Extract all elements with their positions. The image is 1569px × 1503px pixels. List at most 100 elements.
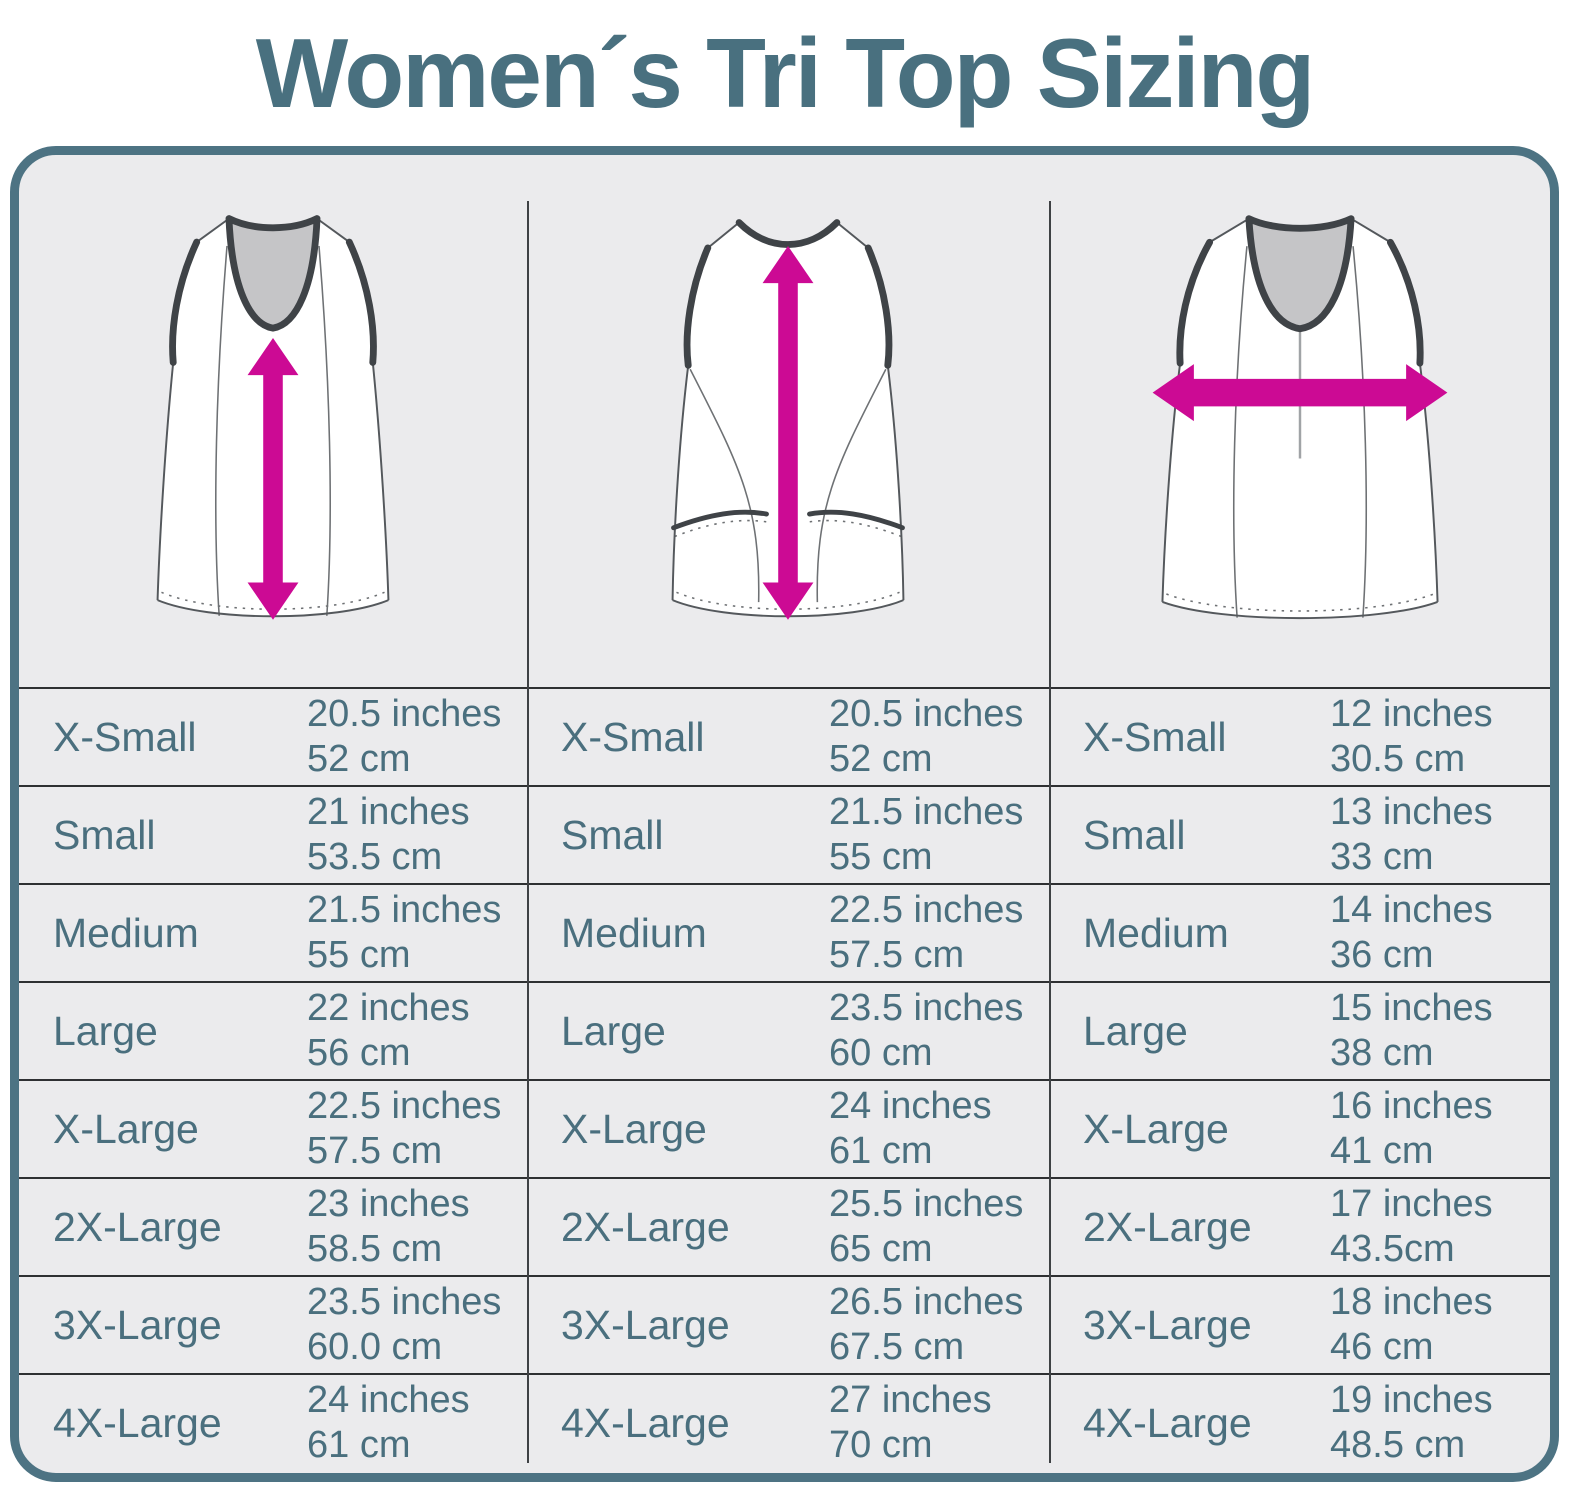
size-values: 13 inches 33 cm bbox=[1330, 790, 1540, 880]
columns-container: X-Small 20.5 inches 52 cm Small 21 inches 53.… bbox=[19, 155, 1550, 1473]
armhole-trim bbox=[169, 238, 377, 366]
tri-top-back-diagram bbox=[671, 219, 905, 620]
size-values: 24 inches 61 cm bbox=[307, 1378, 517, 1468]
column-back-length: X-Small 20.5 inches 52 cm Small 21.5 inches 5… bbox=[527, 155, 1049, 1473]
tri-top-front-diagram bbox=[156, 215, 390, 620]
cm-value: 52 cm bbox=[829, 738, 933, 780]
inches-value: 12 inches bbox=[1330, 693, 1493, 735]
column-divider bbox=[527, 201, 529, 1463]
size-row: 2X-Large 23 inches 58.5 cm bbox=[19, 1177, 527, 1275]
size-label: 2X-Large bbox=[53, 1203, 222, 1250]
size-label: 4X-Large bbox=[561, 1399, 730, 1446]
inches-value: 15 inches bbox=[1330, 987, 1493, 1029]
size-row: Medium 14 inches 36 cm bbox=[1049, 883, 1550, 981]
size-label: Medium bbox=[1083, 909, 1229, 956]
pocket-top-trim bbox=[671, 509, 905, 531]
inches-value: 23.5 inches bbox=[307, 1281, 502, 1323]
inches-value: 24 inches bbox=[307, 1379, 470, 1421]
inches-value: 27 inches bbox=[829, 1379, 992, 1421]
size-label: Small bbox=[53, 811, 156, 858]
size-row: X-Large 24 inches 61 cm bbox=[527, 1079, 1049, 1177]
size-values: 18 inches 46 cm bbox=[1330, 1280, 1540, 1370]
princess-seam-lines bbox=[1232, 246, 1367, 618]
inches-value: 24 inches bbox=[829, 1085, 992, 1127]
inches-value: 19 inches bbox=[1330, 1379, 1493, 1421]
size-values: 23.5 inches 60.0 cm bbox=[307, 1280, 517, 1370]
inches-value: 13 inches bbox=[1330, 791, 1493, 833]
size-row: Medium 22.5 inches 57.5 cm bbox=[527, 883, 1049, 981]
size-row: Large 22 inches 56 cm bbox=[19, 981, 527, 1079]
size-values: 21.5 inches 55 cm bbox=[307, 888, 517, 978]
cm-value: 30.5 cm bbox=[1330, 738, 1466, 780]
neck-inset bbox=[1248, 218, 1351, 329]
inches-value: 21 inches bbox=[307, 791, 470, 833]
size-label: Large bbox=[1083, 1007, 1188, 1054]
princess-seam-lines bbox=[215, 245, 331, 616]
size-row: X-Small 20.5 inches 52 cm bbox=[527, 687, 1049, 785]
back-length-table: X-Small 20.5 inches 52 cm Small 21.5 inches 5… bbox=[527, 687, 1049, 1471]
size-label: 2X-Large bbox=[561, 1203, 730, 1250]
inches-value: 16 inches bbox=[1330, 1085, 1493, 1127]
sizing-panel: X-Small 20.5 inches 52 cm Small 21 inches 53.… bbox=[10, 146, 1559, 1482]
cm-value: 33 cm bbox=[1330, 836, 1434, 878]
size-row: 4X-Large 19 inches 48.5 cm bbox=[1049, 1373, 1550, 1471]
size-values: 15 inches 38 cm bbox=[1330, 986, 1540, 1076]
size-values: 25.5 inches 65 cm bbox=[829, 1182, 1039, 1272]
size-values: 14 inches 36 cm bbox=[1330, 888, 1540, 978]
size-label: Large bbox=[53, 1007, 158, 1054]
size-values: 19 inches 48.5 cm bbox=[1330, 1378, 1540, 1468]
size-values: 17 inches 43.5cm bbox=[1330, 1182, 1540, 1272]
garment-back-illustration bbox=[527, 155, 1049, 687]
neckline-trim bbox=[1244, 215, 1355, 333]
inches-value: 14 inches bbox=[1330, 889, 1493, 931]
size-row: X-Small 12 inches 30.5 cm bbox=[1049, 687, 1550, 785]
size-label: 3X-Large bbox=[1083, 1301, 1252, 1348]
inches-value: 23.5 inches bbox=[829, 987, 1024, 1029]
cm-value: 41 cm bbox=[1330, 1130, 1434, 1172]
garment-front-illustration bbox=[19, 155, 527, 687]
cm-value: 55 cm bbox=[307, 934, 411, 976]
size-row: 2X-Large 25.5 inches 65 cm bbox=[527, 1177, 1049, 1275]
cm-value: 60 cm bbox=[829, 1032, 933, 1074]
cm-value: 48.5 cm bbox=[1330, 1424, 1466, 1466]
size-label: 3X-Large bbox=[53, 1301, 222, 1348]
garment-front-zip-illustration bbox=[1049, 155, 1550, 687]
size-label: 2X-Large bbox=[1083, 1203, 1252, 1250]
inches-value: 22.5 inches bbox=[829, 889, 1024, 931]
size-row: 4X-Large 27 inches 70 cm bbox=[527, 1373, 1049, 1471]
size-values: 26.5 inches 67.5 cm bbox=[829, 1280, 1039, 1370]
cm-value: 43.5cm bbox=[1330, 1228, 1455, 1270]
size-label: 4X-Large bbox=[1083, 1399, 1252, 1446]
page-title: Women´s Tri Top Sizing bbox=[255, 17, 1316, 128]
inches-value: 17 inches bbox=[1330, 1183, 1493, 1225]
size-label: X-Large bbox=[1083, 1105, 1229, 1152]
cm-value: 52 cm bbox=[307, 738, 411, 780]
size-label: X-Large bbox=[561, 1105, 707, 1152]
size-values: 20.5 inches 52 cm bbox=[307, 692, 517, 782]
size-values: 12 inches 30.5 cm bbox=[1330, 692, 1540, 782]
pocket-stitch-lines bbox=[674, 519, 902, 610]
cm-value: 55 cm bbox=[829, 836, 933, 878]
column-divider bbox=[1049, 201, 1051, 1463]
size-row: 3X-Large 26.5 inches 67.5 cm bbox=[527, 1275, 1049, 1373]
inches-value: 22 inches bbox=[307, 987, 470, 1029]
size-row: X-Small 20.5 inches 52 cm bbox=[19, 687, 527, 785]
size-values: 21 inches 53.5 cm bbox=[307, 790, 517, 880]
size-values: 23.5 inches 60 cm bbox=[829, 986, 1039, 1076]
size-label: X-Small bbox=[1083, 713, 1227, 760]
inches-value: 20.5 inches bbox=[307, 693, 502, 735]
column-front-length: X-Small 20.5 inches 52 cm Small 21 inches 53.… bbox=[19, 155, 527, 1473]
cm-value: 61 cm bbox=[829, 1130, 933, 1172]
size-values: 23 inches 58.5 cm bbox=[307, 1182, 517, 1272]
cm-value: 36 cm bbox=[1330, 934, 1434, 976]
front-length-arrow bbox=[247, 337, 299, 620]
size-row: X-Large 16 inches 41 cm bbox=[1049, 1079, 1550, 1177]
size-row: Large 15 inches 38 cm bbox=[1049, 981, 1550, 1079]
size-values: 21.5 inches 55 cm bbox=[829, 790, 1039, 880]
inches-value: 23 inches bbox=[307, 1183, 470, 1225]
tri-top-front-zip-diagram bbox=[1152, 215, 1447, 620]
chest-width-arrow bbox=[1152, 364, 1447, 422]
size-row: Small 21 inches 53.5 cm bbox=[19, 785, 527, 883]
size-values: 22.5 inches 57.5 cm bbox=[307, 1084, 517, 1174]
cm-value: 46 cm bbox=[1330, 1326, 1434, 1368]
